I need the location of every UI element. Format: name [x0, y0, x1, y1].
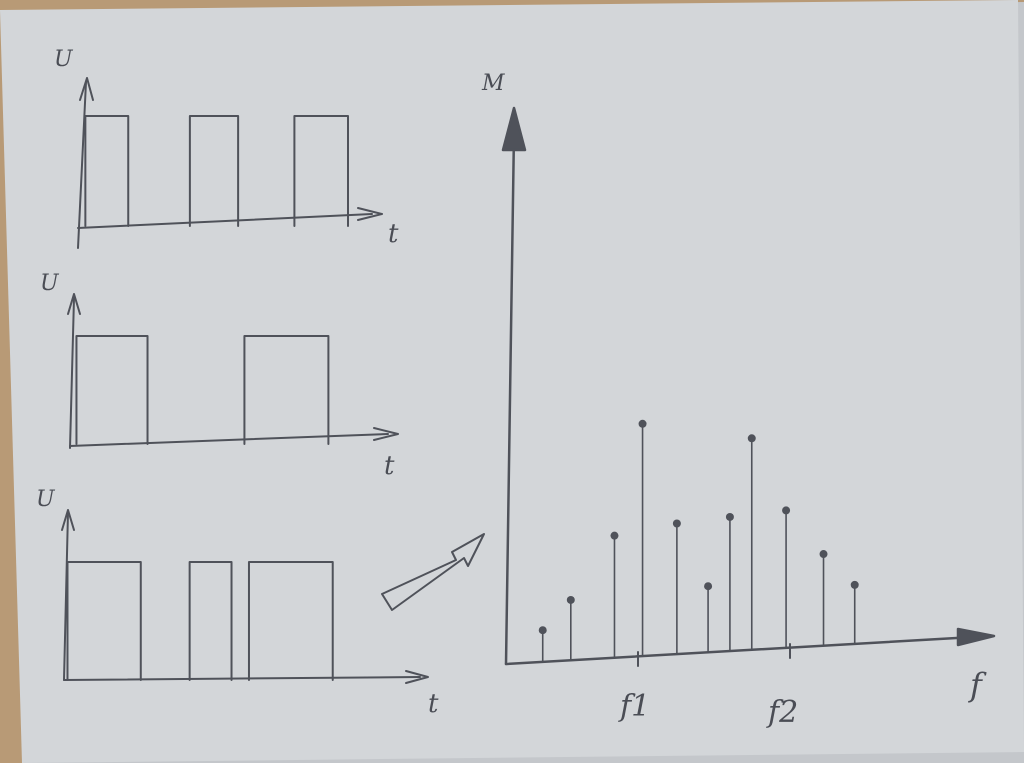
spectrum-dot-2 — [566, 595, 575, 604]
signal-plot-1-x-arrow — [357, 207, 383, 221]
spectrum-x-arrow — [956, 627, 996, 647]
signal-plot-3-y-arrow — [61, 509, 75, 531]
signal-plot-2-pulse-1 — [75, 335, 149, 445]
signal-plot-1-y-arrow — [79, 77, 94, 101]
signal-plot-2-x-label: t — [384, 451, 395, 481]
spectrum-tick-label-f1: f1 — [618, 689, 650, 724]
spectrum-tick-label-f2: f2 — [766, 695, 798, 730]
signal-plot-1-pulse-3 — [293, 115, 349, 227]
signal-plot-3-x-axis — [63, 676, 421, 681]
transform-arrow — [381, 533, 485, 611]
spectrum-y-label: M — [481, 71, 505, 96]
signal-plot-3-x-arrow — [405, 670, 429, 684]
signal-plot-3: U t — [36, 487, 439, 719]
signal-plot-2-pulse-2 — [243, 335, 330, 445]
signal-plot-3-pulse-3 — [247, 561, 334, 681]
signal-plot-1-y-axis — [77, 81, 87, 249]
spectrum-dot-6 — [704, 582, 713, 591]
spectrum-plot: M f f1 f2 — [481, 71, 996, 730]
signal-plot-1-y-label: U — [54, 47, 74, 72]
signal-plot-3-y-label: U — [36, 487, 56, 512]
spectrum-dot-5 — [672, 519, 681, 528]
signal-plot-2-y-axis — [69, 297, 75, 449]
signal-plot-1: U t — [54, 47, 399, 249]
spectrum-dot-3 — [610, 531, 619, 540]
signal-plot-3-y-axis — [63, 511, 69, 681]
spectrum-dot-9 — [782, 506, 791, 515]
signal-plot-3-pulse-2 — [188, 561, 233, 681]
signal-plot-2-x-arrow — [373, 427, 399, 441]
signal-plot-2: U t — [40, 271, 399, 481]
signal-plot-1-x-axis — [77, 213, 373, 229]
spectrum-dot-10 — [819, 550, 828, 559]
spectrum-dot-8 — [747, 434, 756, 443]
spectrum-y-arrow — [501, 106, 527, 152]
spectrum-y-axis — [504, 130, 516, 666]
spectrum-dot-11 — [850, 580, 859, 589]
signal-plot-1-x-label: t — [388, 219, 399, 249]
signal-plot-1-pulse-1 — [84, 115, 130, 227]
signal-plot-3-x-label: t — [428, 689, 439, 719]
spectrum-x-axis — [504, 635, 976, 666]
spectrum-dot-7 — [725, 512, 734, 521]
transform-arrow-outline — [381, 533, 485, 611]
signal-plot-1-pulse-2 — [188, 115, 240, 227]
spectrum-dot-4 — [638, 419, 647, 428]
signal-plot-2-y-arrow — [67, 293, 81, 315]
signal-plot-3-pulse-1 — [66, 561, 142, 681]
signal-plot-2-y-label: U — [40, 271, 60, 296]
signal-plot-2-x-axis — [69, 433, 389, 447]
spectrum-dot-1 — [538, 626, 547, 635]
